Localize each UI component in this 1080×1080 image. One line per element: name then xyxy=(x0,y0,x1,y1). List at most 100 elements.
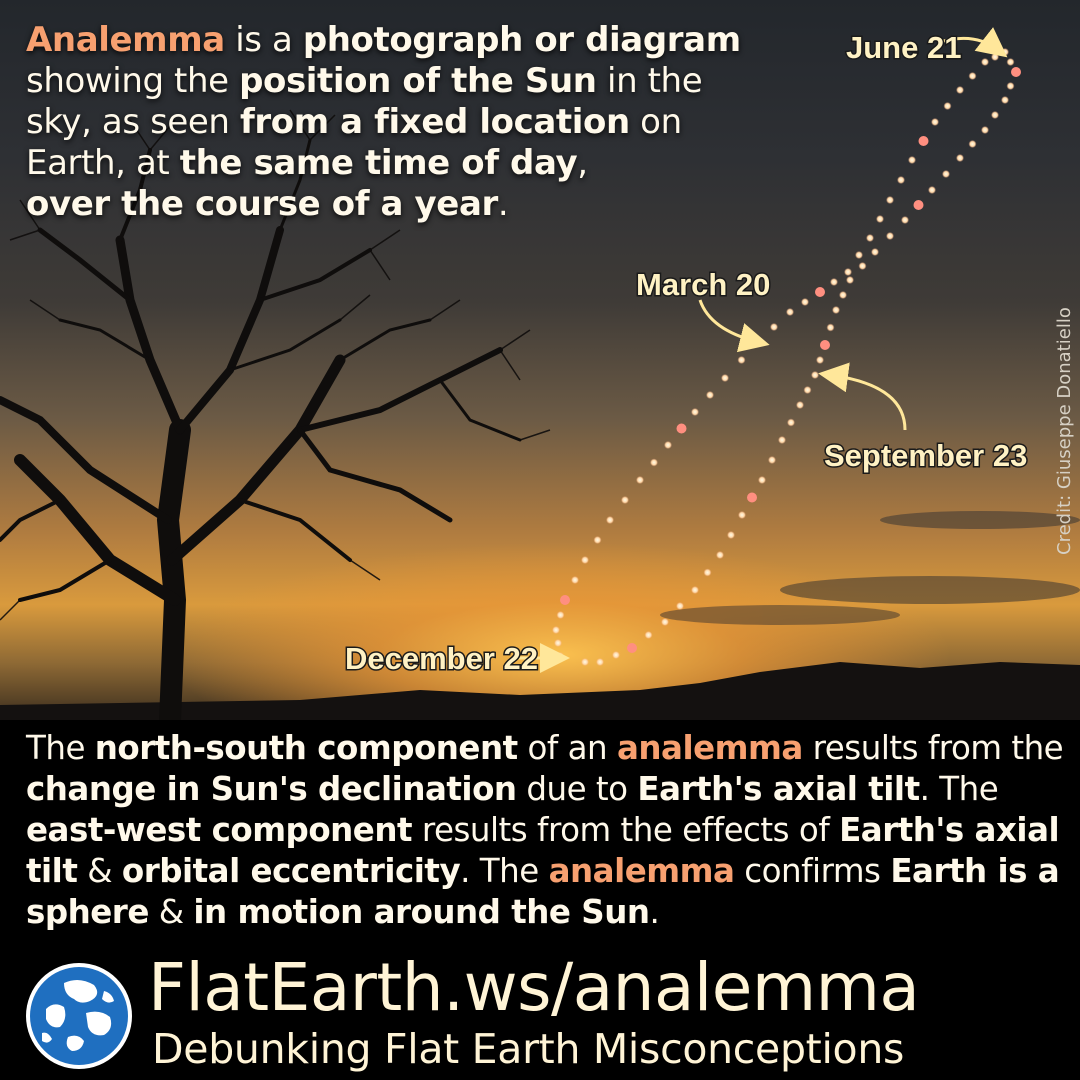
sun-dot xyxy=(581,556,589,564)
sun-dot xyxy=(691,408,699,416)
sun-dot xyxy=(858,262,867,270)
sun-dot xyxy=(839,291,847,299)
sun-dot xyxy=(581,658,589,666)
sun-dot xyxy=(866,234,874,242)
photo-credit: Credit: Giuseppe Donatiello xyxy=(1054,307,1075,555)
sun-dot xyxy=(918,136,929,146)
sun-dot xyxy=(886,196,894,204)
explanation-paragraph: The north-south component of an analemma… xyxy=(26,729,1064,931)
sun-dot xyxy=(844,268,852,276)
sun-dot xyxy=(627,643,637,653)
sun-dot xyxy=(612,651,620,659)
tree-twigs xyxy=(0,109,551,621)
sun-dot xyxy=(897,176,905,184)
globe-logo-icon xyxy=(26,963,132,1069)
june-arrow xyxy=(939,27,1008,58)
sun-dot xyxy=(796,401,804,409)
sun-dot xyxy=(1001,48,1009,56)
sun-dot xyxy=(676,423,687,434)
sun-dot xyxy=(787,418,795,427)
september-arrow xyxy=(818,362,907,431)
sun-dot xyxy=(1006,58,1015,66)
sun-dot xyxy=(571,576,579,584)
sun-dot xyxy=(552,626,560,634)
intro-paragraph: Analemma is a photograph or diagram show… xyxy=(26,20,741,224)
march-label: March 20 xyxy=(636,267,770,302)
sun-dot xyxy=(886,232,894,240)
sun-dot xyxy=(1011,67,1021,77)
sun-dot xyxy=(644,631,653,639)
analemma-sun-path xyxy=(552,48,1021,666)
sun-dot xyxy=(820,340,830,350)
june-label: June 21 xyxy=(846,30,961,65)
sun-dot xyxy=(981,58,989,66)
sun-dot xyxy=(943,102,952,110)
sun-dot xyxy=(606,516,614,524)
hill-silhouette xyxy=(0,662,1080,720)
sun-dot xyxy=(928,186,936,194)
sun-dot xyxy=(991,53,999,61)
sun-dot xyxy=(811,371,819,379)
sun-dot xyxy=(876,215,884,223)
december-label: December 22 xyxy=(345,641,538,676)
analemma-photograph: June 21 March 20 September 23 December 2… xyxy=(0,0,1080,720)
sun-dot xyxy=(816,356,824,364)
sun-dot xyxy=(956,86,964,94)
sun-dot xyxy=(830,278,838,286)
tree-silhouette xyxy=(0,138,522,720)
sun-dot xyxy=(846,276,854,284)
sun-dot xyxy=(826,323,835,332)
sun-dot xyxy=(664,441,672,449)
sun-dot xyxy=(556,611,565,619)
sun-dot xyxy=(554,639,562,647)
sun-dot xyxy=(738,511,746,519)
cloud-bands xyxy=(660,511,1080,625)
sun-dot xyxy=(596,658,604,666)
sun-dot xyxy=(727,531,735,539)
sun-dot xyxy=(768,456,776,464)
photo-overlay: June 21 March 20 September 23 December 2… xyxy=(0,27,1080,720)
sun-dot xyxy=(636,476,644,484)
sun-dot xyxy=(832,306,840,314)
sun-dot xyxy=(991,111,999,119)
sun-dot xyxy=(1001,96,1009,104)
sun-dot xyxy=(721,374,729,382)
sun-dot xyxy=(676,602,684,610)
sun-dot xyxy=(942,170,950,178)
sun-dot xyxy=(593,536,602,544)
site-tagline: Debunking Flat Earth Misconceptions xyxy=(152,1025,905,1073)
footer: FlatEarth.ws/analemma Debunking Flat Ear… xyxy=(0,949,1080,1080)
sun-dot xyxy=(770,323,778,331)
sun-dot xyxy=(913,200,924,210)
sun-dot xyxy=(968,140,977,148)
sun-dot xyxy=(786,308,794,316)
sun-dot xyxy=(815,287,825,297)
march-arrow xyxy=(698,299,770,353)
sun-dot xyxy=(560,595,570,605)
sun-dot xyxy=(871,248,879,256)
sun-dot xyxy=(758,476,766,484)
sun-dot xyxy=(691,586,699,594)
sun-dot xyxy=(908,156,916,164)
sun-dot xyxy=(747,492,757,503)
sun-dot xyxy=(737,356,746,364)
site-url: FlatEarth.ws/analemma xyxy=(148,949,920,1026)
sun-dot xyxy=(956,154,964,162)
sun-dot xyxy=(703,568,712,577)
sun-dot xyxy=(706,391,714,399)
september-label: September 23 xyxy=(824,438,1027,473)
sun-dot xyxy=(855,251,863,259)
sun-dot xyxy=(716,551,724,559)
intro-term-analemma: Analemma xyxy=(26,20,225,60)
sun-dot xyxy=(650,458,658,467)
sun-dot xyxy=(778,436,786,444)
sun-dot xyxy=(968,72,977,80)
sun-dot xyxy=(661,618,669,626)
sun-dot xyxy=(801,298,809,306)
sun-dot xyxy=(1006,82,1015,90)
sun-dot xyxy=(931,118,939,126)
sun-dot xyxy=(901,216,909,224)
sun-dot xyxy=(981,126,989,134)
sun-dot xyxy=(621,496,629,504)
